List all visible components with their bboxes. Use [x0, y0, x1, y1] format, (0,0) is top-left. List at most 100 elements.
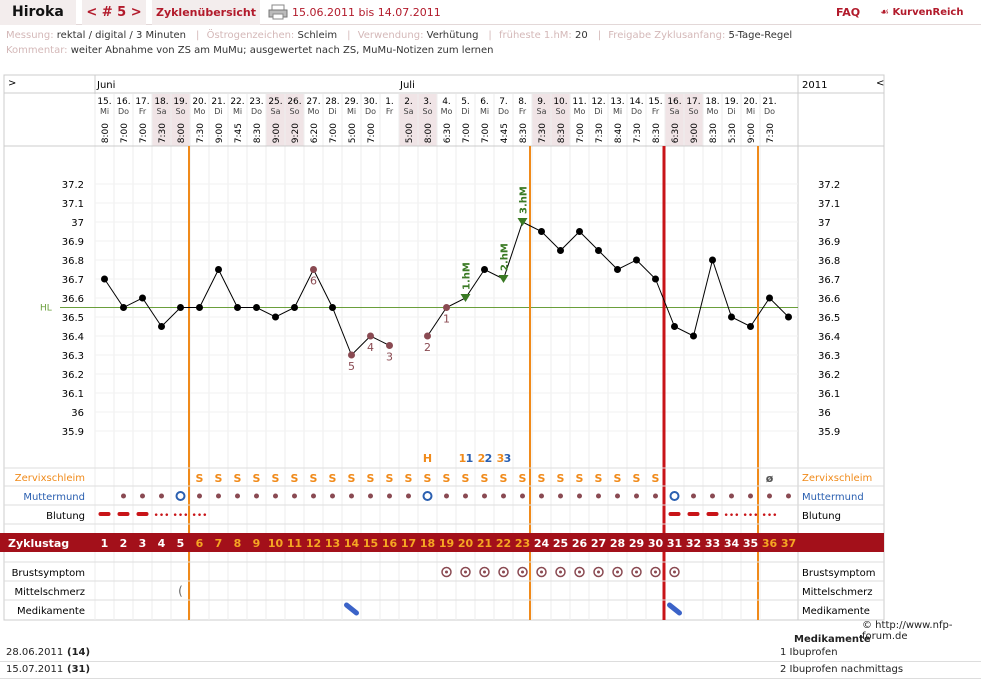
measure-time: 7:00: [367, 123, 377, 143]
muttermund-mark: [653, 493, 658, 499]
y-tick-label-right: 36.8: [818, 256, 840, 267]
cycle-day-number: 9: [253, 537, 261, 550]
measure-time: 9:00: [690, 123, 700, 143]
weekday: Do: [764, 107, 775, 116]
muttermund-mark: [615, 493, 620, 499]
measure-time: 5:30: [728, 123, 738, 143]
measure-time: 8:30: [253, 123, 263, 143]
y-tick-label-left: 36.1: [62, 389, 84, 400]
row-label-right: Muttermund: [802, 492, 864, 503]
muttermund-mark: [330, 493, 335, 499]
measure-time: 8:40: [614, 123, 624, 143]
measure-time: 4:45: [500, 123, 510, 143]
temperature-point: [329, 304, 336, 311]
muttermund-mark: [634, 493, 639, 499]
month-label: Juli: [399, 80, 415, 91]
weekday: Mo: [707, 107, 719, 116]
cycle-day-number: 18: [420, 537, 435, 550]
weekday: Mi: [100, 107, 109, 116]
lower-measurement-point: [443, 304, 450, 311]
lower-measurement-point: [386, 342, 393, 349]
breast-symptom-dot: [502, 570, 505, 574]
cycle-overview-link[interactable]: Zyklenübersicht: [152, 0, 260, 25]
weekday: Do: [498, 107, 509, 116]
temperature-point: [576, 228, 583, 235]
measure-time: 5:00: [348, 123, 358, 143]
cycle-day-number: 35: [743, 537, 758, 550]
cycle-day-number: 28: [610, 537, 625, 550]
weekday: Di: [594, 107, 602, 116]
cycle-day-number: 3: [139, 537, 147, 550]
zervix-mark: S: [405, 472, 413, 485]
cycle-day-number: 19: [439, 537, 454, 550]
measure-time: 8:00: [424, 123, 434, 143]
measure-time: 7:45: [234, 123, 244, 143]
weekend-shade: [418, 94, 437, 146]
lower-measurement-point: [367, 332, 374, 340]
zervix-mark: S: [424, 472, 432, 485]
day-number: 5.: [461, 97, 470, 107]
day-number: 13.: [610, 97, 624, 107]
cycle-day-number: 37: [781, 537, 796, 550]
temperature-point: [785, 313, 792, 321]
temperature-point: [614, 266, 621, 273]
breast-symptom-dot: [521, 570, 524, 574]
printer-icon[interactable]: [268, 4, 288, 20]
cycle-day-number: 26: [572, 537, 588, 550]
h-mark-number: 2: [478, 452, 486, 465]
day-number: 26.: [287, 97, 301, 107]
weekday: Di: [727, 107, 735, 116]
cycle-day-number: 23: [515, 537, 530, 550]
measure-time: 9:20: [291, 123, 301, 143]
muttermund-mark: [216, 493, 221, 499]
zervix-mark: S: [652, 472, 660, 485]
y-tick-label-left: 36.5: [62, 313, 84, 324]
measure-time: 6:30: [671, 123, 681, 143]
day-number: 2.: [404, 97, 413, 107]
measure-time: 9:00: [272, 123, 282, 143]
weekday: Fr: [139, 107, 147, 116]
day-number: 20.: [743, 97, 757, 107]
weekend-shade: [684, 94, 703, 146]
faq-link[interactable]: FAQ: [836, 6, 861, 19]
measure-time: 7:00: [462, 123, 472, 143]
breast-symptom-mark: [498, 566, 509, 578]
cycle-day-number: 21: [477, 537, 492, 550]
measure-time: 8:00: [177, 123, 187, 143]
measure-time: 9:00: [215, 123, 225, 143]
weekday: So: [556, 107, 566, 116]
weekend-shade: [665, 94, 684, 146]
kurvenreich-logo[interactable]: ☙ KurvenReich: [880, 7, 964, 18]
muttermund-mark: [273, 493, 278, 499]
day-number: 29.: [344, 97, 358, 107]
temperature-point: [747, 323, 754, 330]
breast-symptom-dot: [578, 570, 581, 574]
day-number: 11.: [572, 97, 586, 107]
day-number: 12.: [591, 97, 605, 107]
bleeding-spotting: •••: [762, 511, 778, 521]
cycle-day-number: 10: [268, 537, 284, 550]
cycle-day-number: 5: [177, 537, 185, 550]
breast-symptom-dot: [616, 570, 619, 574]
zervix-mark: S: [272, 472, 280, 485]
medication-table: 28.06.2011 (14) 1 Ibuprofen 15.07.2011 (…: [0, 632, 981, 699]
breast-symptom-dot: [540, 570, 543, 574]
zervix-mark: S: [500, 472, 508, 485]
h-mark-number: 3: [497, 452, 505, 465]
weekday: Di: [214, 107, 222, 116]
day-number: 9.: [537, 97, 546, 107]
cycle-day-number: 15: [363, 537, 378, 550]
weekday: Mo: [441, 107, 453, 116]
zervix-mark: S: [291, 472, 299, 485]
cycle-day-number: 16: [382, 537, 398, 550]
mittelschmerz-icon: (: [178, 584, 183, 598]
day-number: 28.: [325, 97, 339, 107]
weekend-shade: [171, 94, 190, 146]
weekend-shade: [266, 94, 285, 146]
y-tick-label-right: 36.6: [818, 294, 840, 305]
cycle-navigator[interactable]: < # 5 >: [82, 0, 146, 25]
muttermund-mark: [368, 493, 373, 499]
muttermund-mark: [387, 493, 392, 499]
measure-time: 7:00: [139, 123, 149, 143]
weekday: Do: [118, 107, 129, 116]
